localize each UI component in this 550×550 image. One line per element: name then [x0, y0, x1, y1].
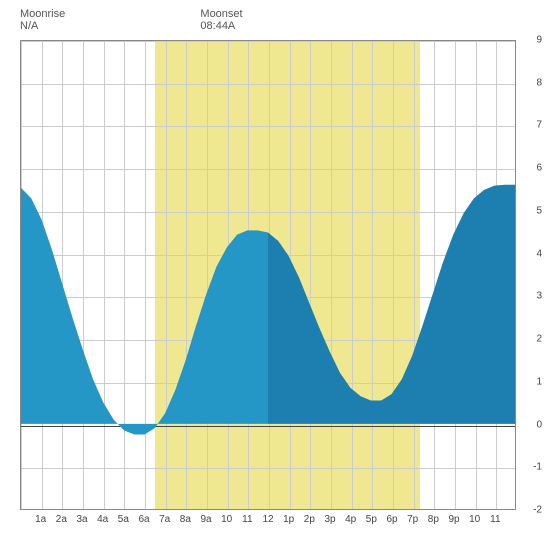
- moonset-label: Moonset: [200, 8, 242, 20]
- tide-chart: Moonrise N/A Moonset 08:44A 1a 2a 3a 4a 5a 6a…: [8, 8, 542, 542]
- y-tick: 1: [536, 376, 542, 387]
- x-tick: 7a: [159, 514, 170, 525]
- x-axis: 1a 2a 3a 4a 5a 6a 7a 8a 9a 10 11 12 1p 2p 3p 4p 5p 6p 7p 8p…: [20, 514, 516, 534]
- x-tick: 3a: [76, 514, 87, 525]
- x-tick: 6a: [138, 514, 149, 525]
- x-tick: 8p: [428, 514, 439, 525]
- y-tick: 0: [536, 419, 542, 430]
- y-tick: 2: [536, 334, 542, 345]
- x-tick: 1p: [283, 514, 294, 525]
- plot-area: [20, 40, 516, 510]
- tide-area: [21, 41, 515, 509]
- moonrise-block: Moonrise N/A: [20, 8, 65, 32]
- x-tick: 5a: [118, 514, 129, 525]
- y-tick: 3: [536, 291, 542, 302]
- x-tick: 4p: [345, 514, 356, 525]
- moonrise-value: N/A: [20, 20, 65, 32]
- y-tick: -2: [533, 505, 542, 516]
- x-tick: 7p: [407, 514, 418, 525]
- moonset-value: 08:44A: [200, 20, 242, 32]
- y-tick: 6: [536, 163, 542, 174]
- y-tick: -1: [533, 462, 542, 473]
- x-tick: 3p: [324, 514, 335, 525]
- y-tick: 7: [536, 120, 542, 131]
- x-tick: 9p: [448, 514, 459, 525]
- moonset-block: Moonset 08:44A: [200, 8, 242, 32]
- x-tick: 1a: [35, 514, 46, 525]
- y-tick: 4: [536, 248, 542, 259]
- x-tick: 10: [469, 514, 480, 525]
- y-tick: 8: [536, 77, 542, 88]
- x-tick: 10: [221, 514, 232, 525]
- x-tick: 2p: [304, 514, 315, 525]
- x-tick: 4a: [97, 514, 108, 525]
- moonrise-label: Moonrise: [20, 8, 65, 20]
- x-tick: 6p: [386, 514, 397, 525]
- x-tick: 2a: [56, 514, 67, 525]
- x-tick: 11: [242, 514, 252, 525]
- x-tick: 11: [490, 514, 500, 525]
- x-tick: 12: [262, 514, 273, 525]
- x-tick: 9a: [200, 514, 211, 525]
- x-tick: 8a: [180, 514, 191, 525]
- y-tick: 9: [536, 35, 542, 46]
- y-tick: 5: [536, 205, 542, 216]
- x-tick: 5p: [366, 514, 377, 525]
- y-axis: -2-10123456789: [520, 40, 542, 510]
